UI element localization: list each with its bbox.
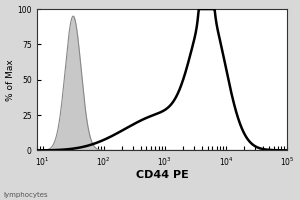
Text: lymphocytes: lymphocytes [3, 192, 48, 198]
Y-axis label: % of Max: % of Max [6, 59, 15, 101]
X-axis label: CD44 PE: CD44 PE [136, 170, 188, 180]
